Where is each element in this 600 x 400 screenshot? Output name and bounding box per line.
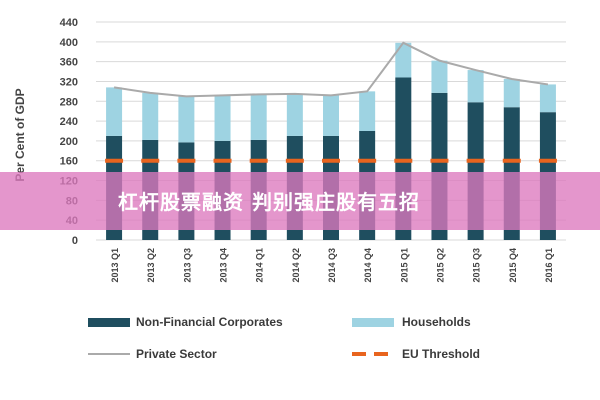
bar-households <box>178 96 195 143</box>
x-tick-label: 2013 Q3 <box>182 248 192 283</box>
y-tick-label: 160 <box>60 156 78 168</box>
bar-households <box>503 78 520 108</box>
x-tick-label: 2013 Q2 <box>146 248 156 283</box>
x-tick-label: 2015 Q3 <box>472 248 482 283</box>
x-tick-label: 2015 Q2 <box>435 248 445 283</box>
x-tick-label: 2015 Q1 <box>399 248 409 283</box>
bar-households <box>539 84 556 113</box>
y-tick-label: 200 <box>60 136 78 148</box>
bar-households <box>214 95 231 141</box>
x-tick-label: 2014 Q3 <box>327 248 337 283</box>
x-tick-label: 2013 Q4 <box>219 248 229 283</box>
x-tick-label: 2015 Q4 <box>508 248 518 283</box>
private-sector-line <box>113 41 549 98</box>
y-axis-label: Per Cent of GDP <box>13 88 27 181</box>
x-tick-label: 2014 Q4 <box>363 248 373 283</box>
y-tick-label: 0 <box>72 235 78 247</box>
bar-households <box>431 60 448 93</box>
private-sector-line-group <box>113 41 549 98</box>
bar-households <box>286 93 303 136</box>
y-tick-label: 240 <box>60 116 78 128</box>
x-axis-ticks: 2013 Q1 2013 Q2 2013 Q3 2013 Q4 2014 Q1 2014 … <box>110 248 554 283</box>
y-tick-label: 280 <box>60 96 78 108</box>
y-tick-label: 400 <box>60 37 78 49</box>
y-tick-label: 440 <box>60 17 78 29</box>
bar-households <box>323 95 339 136</box>
x-tick-label: 2014 Q1 <box>255 248 265 283</box>
bar-households <box>395 42 412 78</box>
x-tick-label: 2014 Q2 <box>291 248 301 283</box>
bar-households <box>142 92 159 140</box>
bar-households <box>359 91 376 131</box>
x-tick-label: 2013 Q1 <box>110 248 120 283</box>
bar-households <box>106 87 123 136</box>
bar-households <box>467 70 484 103</box>
y-tick-label: 320 <box>60 76 78 88</box>
y-tick-label: 360 <box>60 57 78 69</box>
bar-households <box>250 94 267 140</box>
overlay-banner-text: 杠杆股票融资 判别强庄股有五招 <box>118 190 420 214</box>
overlay-banner <box>0 172 600 230</box>
x-tick-label: 2016 Q1 <box>544 248 554 283</box>
